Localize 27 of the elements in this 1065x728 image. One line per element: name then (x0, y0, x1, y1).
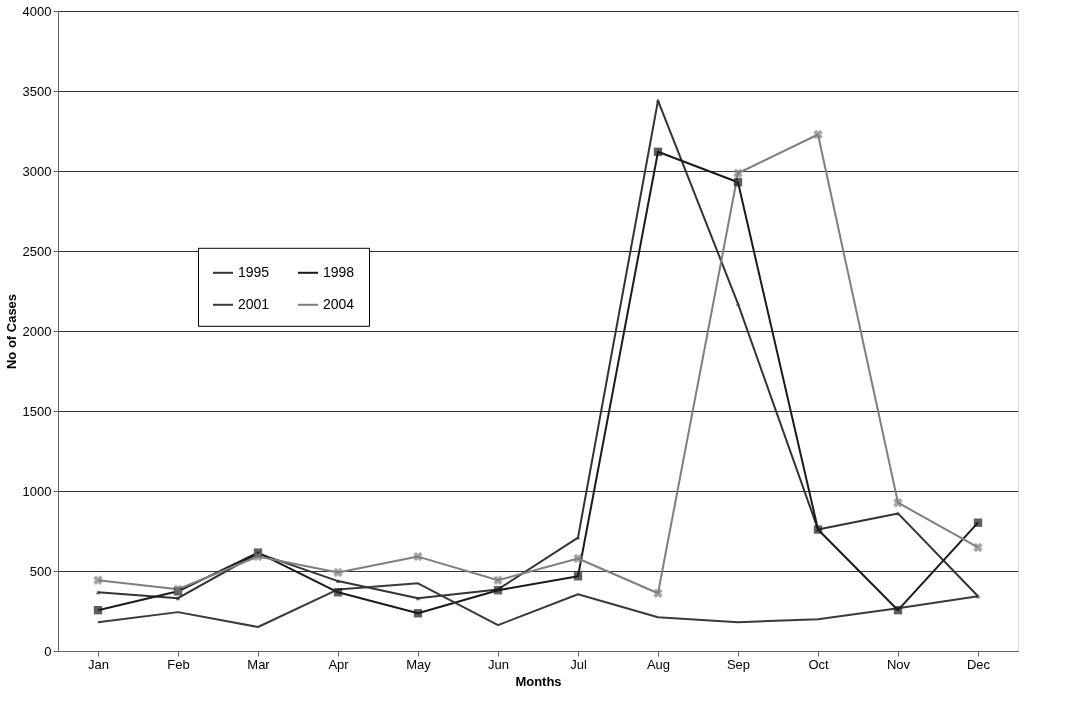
y-tick-label: 2500 (22, 243, 52, 259)
y-tick-label: 500 (29, 563, 52, 579)
y-tick-label: 3000 (22, 163, 52, 179)
x-tick-label: Oct (808, 656, 829, 672)
y-axis-title: No of Cases (3, 293, 19, 370)
x-axis-title: Months (515, 673, 562, 689)
x-tick-label: Nov (886, 656, 911, 672)
legend-label: 2001 (238, 295, 270, 312)
x-tick-label: Jul (570, 656, 587, 672)
x-tick-label: May (406, 656, 432, 672)
y-tick-label: 0 (44, 643, 52, 659)
x-tick-label: Apr (328, 656, 350, 672)
x-tick-label: Jun (488, 656, 509, 672)
legend-label: 1998 (323, 263, 355, 280)
x-tick-label: Dec (966, 656, 991, 672)
x-tick-label: Mar (247, 656, 271, 672)
x-tick-label: Aug (646, 656, 671, 672)
y-tick-label: 2000 (22, 323, 52, 339)
y-tick-label: 4000 (22, 3, 52, 19)
x-tick-label: Feb (167, 656, 190, 672)
x-tick-label: Jan (88, 656, 109, 672)
y-tick-label: 3500 (22, 83, 52, 99)
legend-label: 2004 (323, 295, 355, 312)
x-tick-label: Sep (726, 656, 751, 672)
y-tick-label: 1000 (22, 483, 52, 499)
legend-label: 1995 (238, 263, 270, 280)
y-tick-label: 1500 (22, 403, 52, 419)
